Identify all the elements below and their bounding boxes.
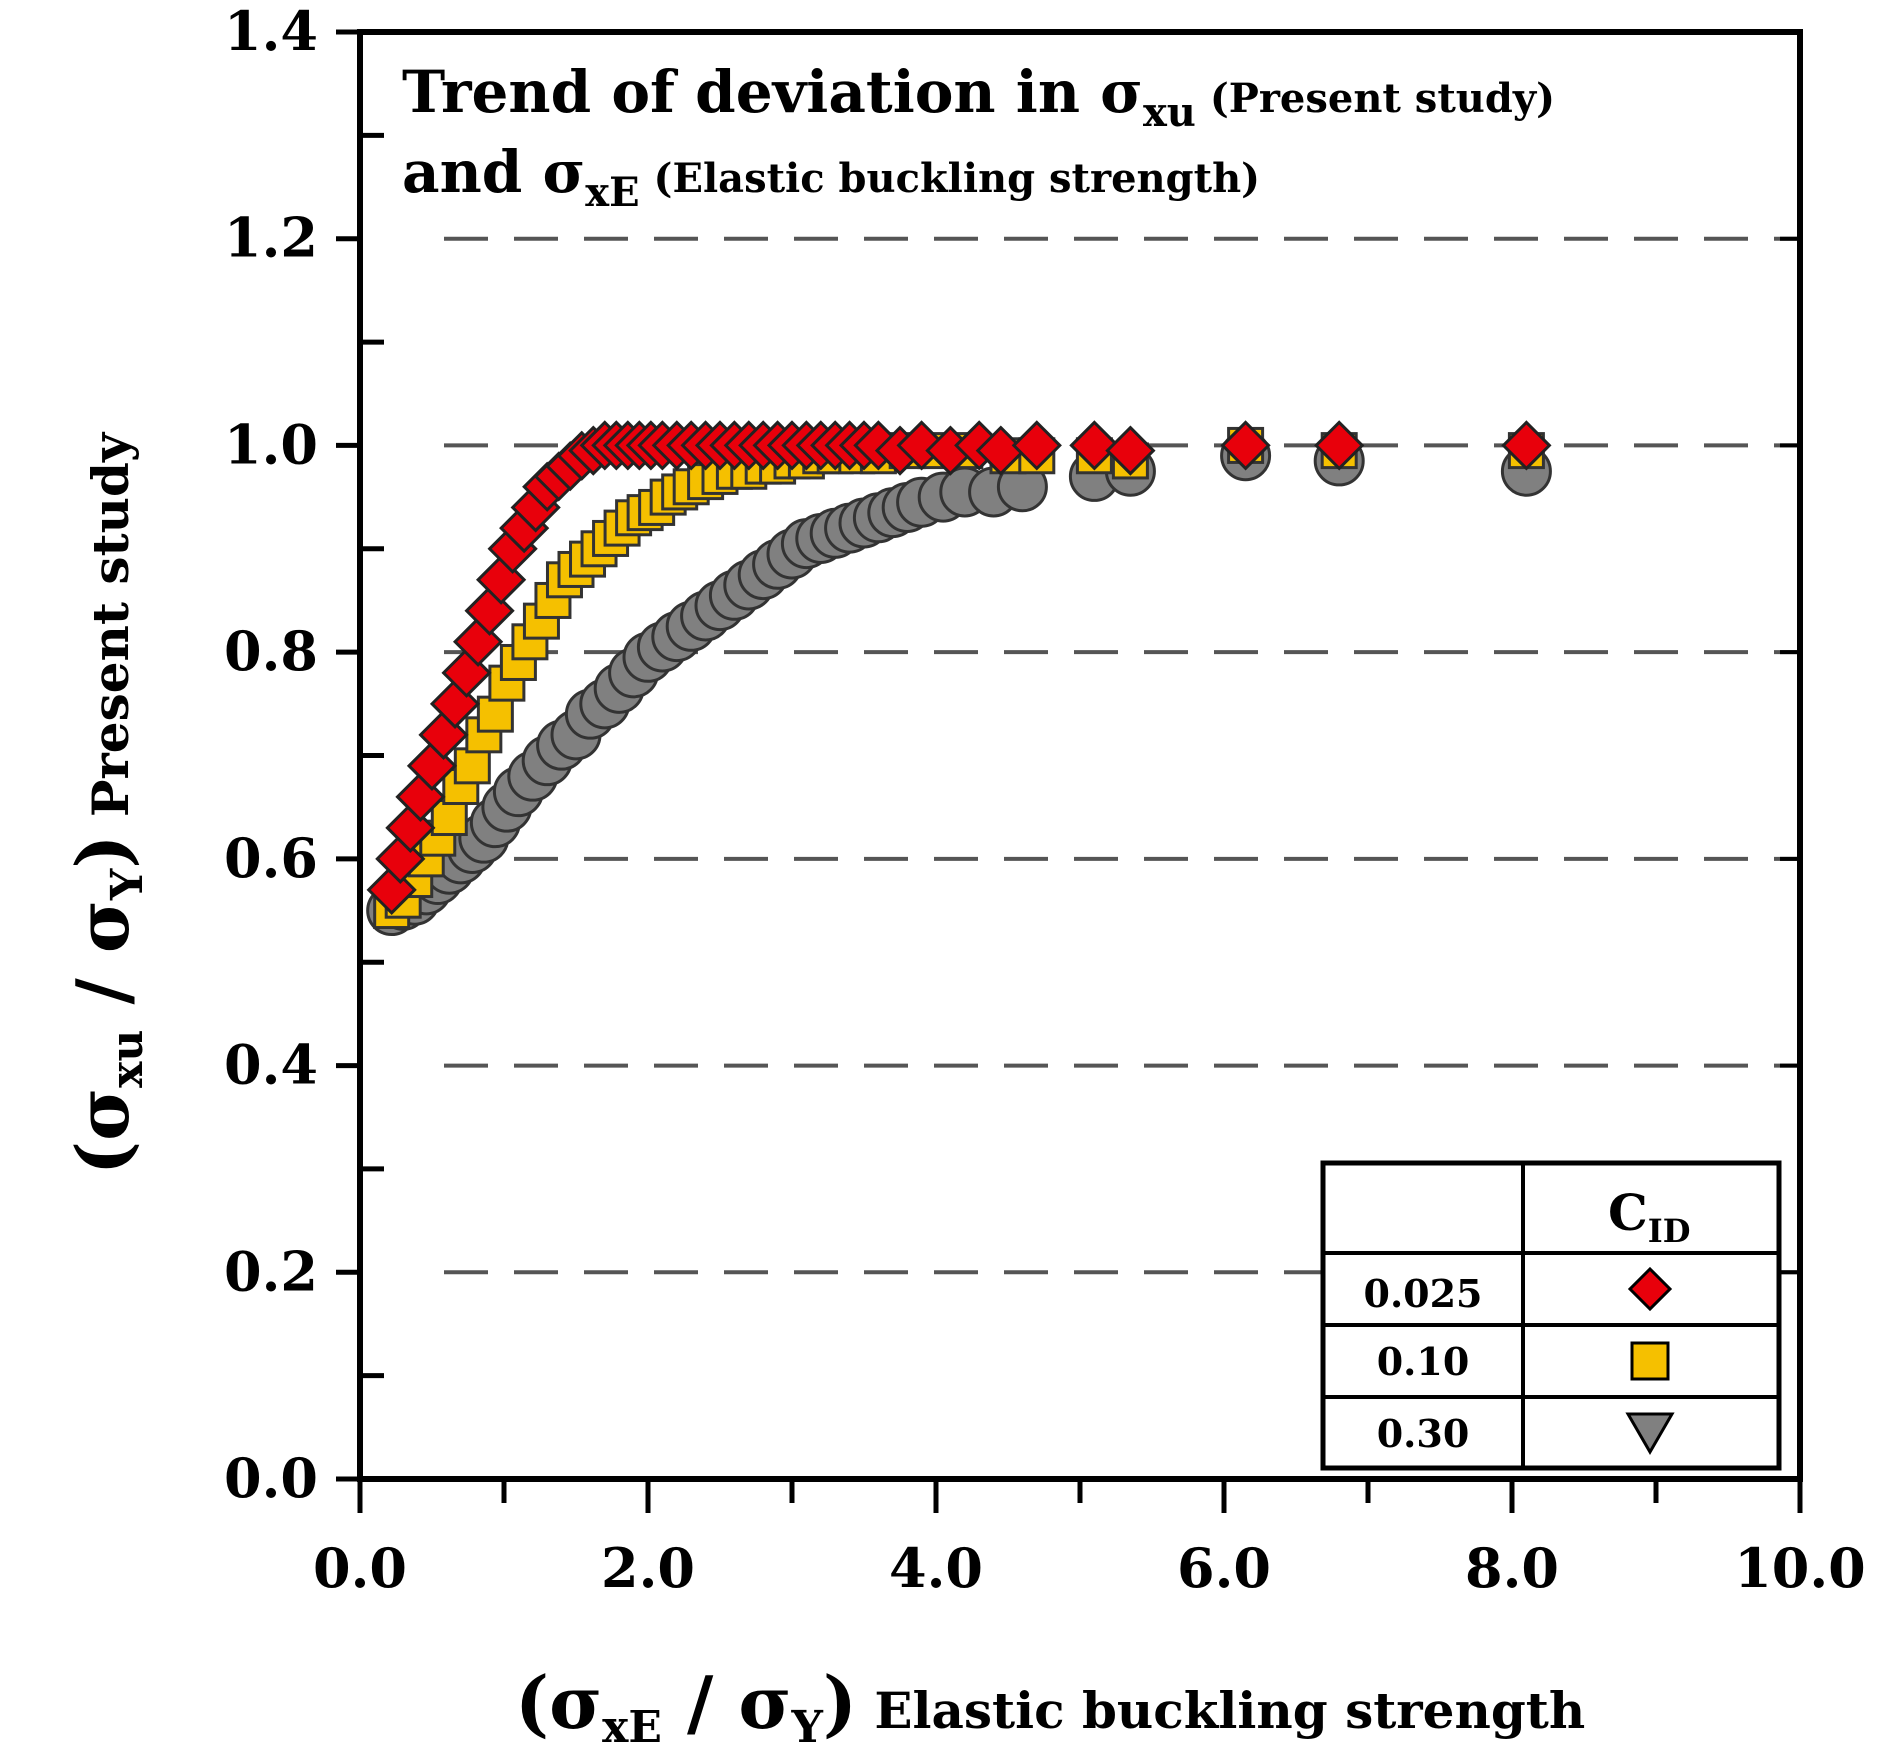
axis-ticks bbox=[336, 29, 1803, 1513]
y-axis-label: (σxu / σY) Present study bbox=[60, 431, 153, 1175]
y-tick-label-7: 1.4 bbox=[224, 0, 318, 63]
y-tick-label-1: 0.2 bbox=[224, 1239, 318, 1303]
x-tick-label-0: 0.0 bbox=[313, 1536, 407, 1600]
y-tick-label-4: 0.8 bbox=[224, 619, 318, 683]
data-series bbox=[366, 420, 1552, 937]
legend-header: CID bbox=[1608, 1183, 1691, 1250]
point-square-7 bbox=[453, 747, 491, 785]
y-tick-label-0: 0.0 bbox=[224, 1446, 318, 1510]
point-square-5 bbox=[430, 799, 468, 837]
point-diamond-47 bbox=[1105, 425, 1156, 476]
chart-title-line1: Trend of deviation in σxu (Present study… bbox=[402, 58, 1555, 136]
legend: CID 0.025 0.10 0.30 bbox=[1320, 1160, 1782, 1471]
point-diamond-45 bbox=[1011, 420, 1062, 471]
series-diamond bbox=[366, 420, 1552, 915]
legend-marker-diamond-icon bbox=[1627, 1266, 1673, 1312]
legend-marker-square-icon bbox=[1630, 1341, 1670, 1381]
legend-label-1: 0.10 bbox=[1377, 1339, 1470, 1384]
point-diamond-50 bbox=[1501, 420, 1552, 471]
x-tick-label-2: 4.0 bbox=[889, 1536, 983, 1600]
legend-frame bbox=[1320, 1160, 1782, 1471]
x-axis-label: (σxE / σY) Elastic buckling strength bbox=[515, 1660, 1585, 1753]
x-tick-label-5: 10.0 bbox=[1734, 1536, 1866, 1600]
x-tick-label-1: 2.0 bbox=[601, 1536, 695, 1600]
y-tick-label-3: 0.6 bbox=[224, 826, 318, 890]
legend-label-2: 0.30 bbox=[1377, 1411, 1470, 1456]
legend-label-0: 0.025 bbox=[1364, 1271, 1483, 1316]
point-diamond-48 bbox=[1220, 420, 1271, 471]
tick-labels: 0.0 0.2 0.4 0.6 0.8 1.0 1.2 1.4 0.0 2.0 4.0 6.0 8.0 1… bbox=[224, 0, 1866, 1600]
grid-lines bbox=[444, 236, 1800, 1275]
x-tick-label-3: 6.0 bbox=[1177, 1536, 1271, 1600]
y-tick-label-2: 0.4 bbox=[224, 1033, 318, 1097]
y-tick-label-5: 1.0 bbox=[224, 412, 318, 476]
y-tick-label-6: 1.2 bbox=[224, 206, 318, 270]
point-diamond-46 bbox=[1069, 420, 1120, 471]
point-square-9 bbox=[476, 695, 514, 733]
chart-title-line2: and σxE (Elastic buckling strength) bbox=[402, 138, 1260, 216]
x-tick-label-4: 8.0 bbox=[1465, 1536, 1559, 1600]
legend-marker-triangle-icon bbox=[1625, 1412, 1675, 1455]
point-diamond-49 bbox=[1314, 420, 1365, 471]
